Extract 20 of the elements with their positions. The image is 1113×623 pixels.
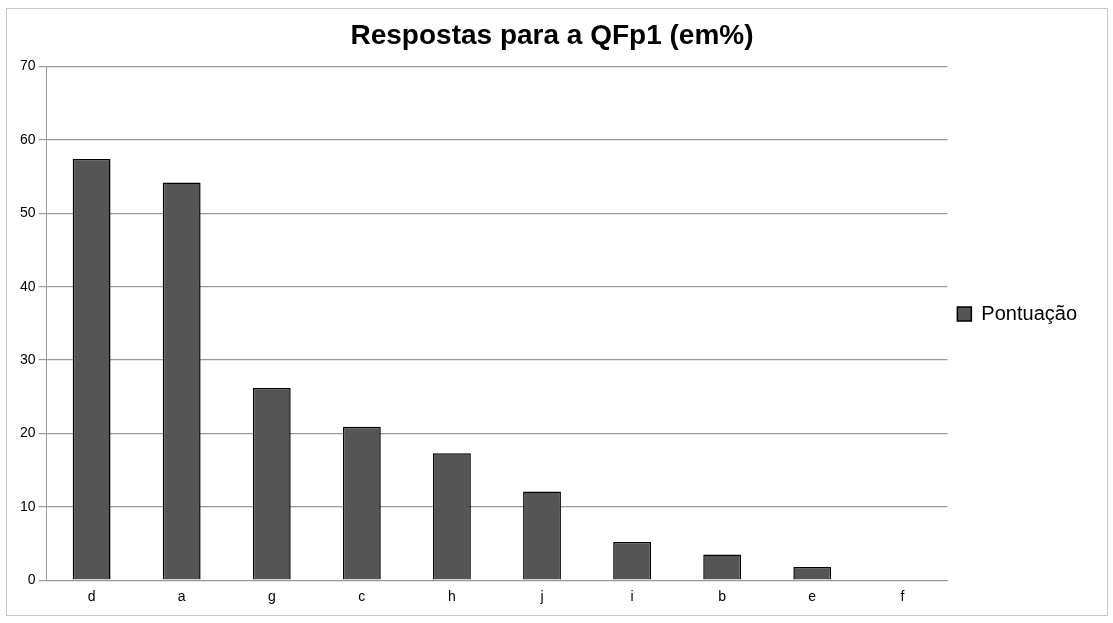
y-tick-label: 60 xyxy=(19,130,36,147)
y-tick-label: 50 xyxy=(19,204,36,221)
y-tick-label: 70 xyxy=(19,57,36,74)
y-tick-label: 30 xyxy=(19,350,36,367)
x-tick-label: e xyxy=(808,588,817,605)
legend-label: Pontuação xyxy=(981,301,1078,324)
x-tick-label: a xyxy=(177,588,186,605)
y-tick-label: 0 xyxy=(27,571,36,588)
y-tick-label: 10 xyxy=(19,497,36,514)
chart-title: Respostas para a QFp1 (em%) xyxy=(350,18,754,50)
x-tick-label: c xyxy=(358,588,366,605)
x-tick-label: b xyxy=(718,588,727,605)
x-tick-label: g xyxy=(267,588,276,605)
y-tick-label: 20 xyxy=(19,424,36,441)
x-tick-label: d xyxy=(87,588,96,605)
x-tick-label: f xyxy=(900,588,905,605)
x-tick-label: h xyxy=(448,588,456,605)
y-tick-label: 40 xyxy=(19,277,36,294)
x-tick-label: j xyxy=(539,588,544,605)
x-tick-label: i xyxy=(630,588,634,605)
